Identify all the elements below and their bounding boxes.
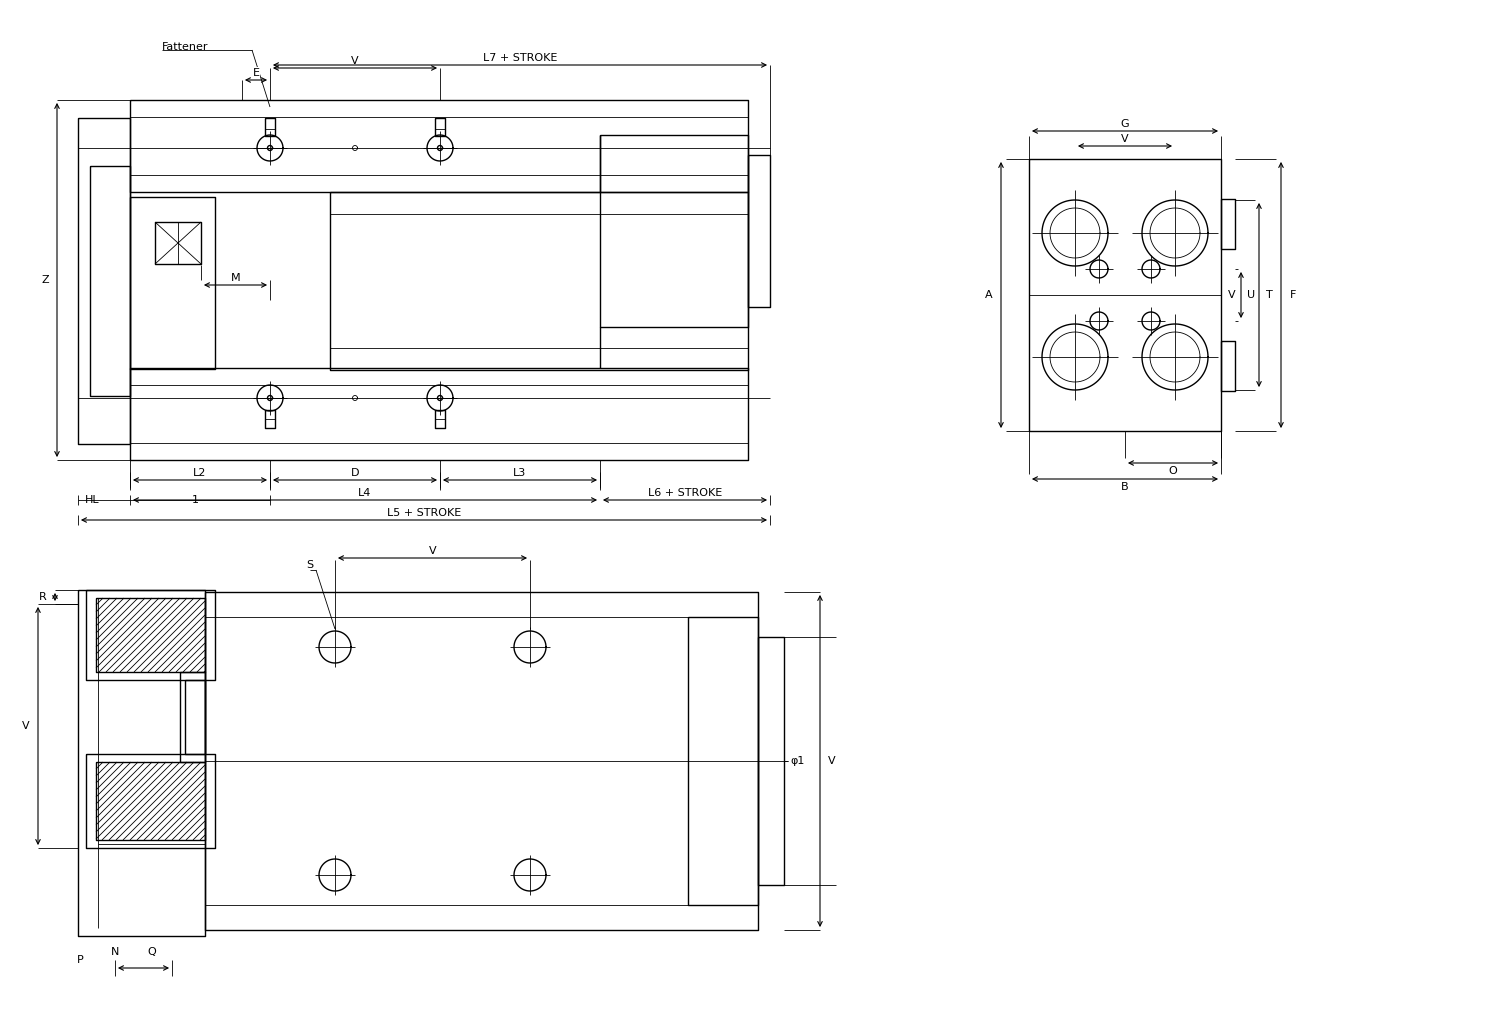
Text: L6 + STROKE: L6 + STROKE: [648, 488, 722, 498]
Text: M: M: [230, 273, 241, 283]
Text: G: G: [1120, 119, 1130, 129]
Text: D: D: [350, 468, 359, 478]
Text: L5 + STROKE: L5 + STROKE: [387, 508, 462, 518]
Text: V: V: [429, 546, 436, 556]
Text: V: V: [352, 56, 359, 66]
Text: T: T: [1266, 290, 1272, 300]
Text: V: V: [23, 721, 30, 731]
Text: V: V: [1227, 290, 1236, 300]
Text: V: V: [829, 756, 836, 766]
Text: N: N: [111, 947, 119, 957]
Text: Z: Z: [41, 275, 48, 285]
Text: R: R: [39, 592, 47, 602]
Text: V: V: [1120, 135, 1130, 144]
Text: O: O: [1169, 466, 1178, 476]
Text: L4: L4: [358, 488, 371, 498]
Text: A: A: [985, 290, 993, 300]
Text: F: F: [1290, 290, 1296, 300]
Text: 1: 1: [191, 495, 199, 505]
Text: S: S: [307, 560, 313, 570]
Text: E: E: [253, 68, 260, 78]
Text: Q: Q: [147, 947, 156, 957]
Text: Fattener: Fattener: [162, 42, 209, 52]
Text: L2: L2: [194, 468, 206, 478]
Text: L7 + STROKE: L7 + STROKE: [483, 53, 556, 63]
Text: L3: L3: [513, 468, 526, 478]
Text: P: P: [77, 955, 83, 965]
Text: HL: HL: [84, 495, 99, 505]
Text: B: B: [1120, 482, 1130, 492]
Text: U: U: [1247, 290, 1254, 300]
Text: φ1: φ1: [790, 756, 805, 766]
